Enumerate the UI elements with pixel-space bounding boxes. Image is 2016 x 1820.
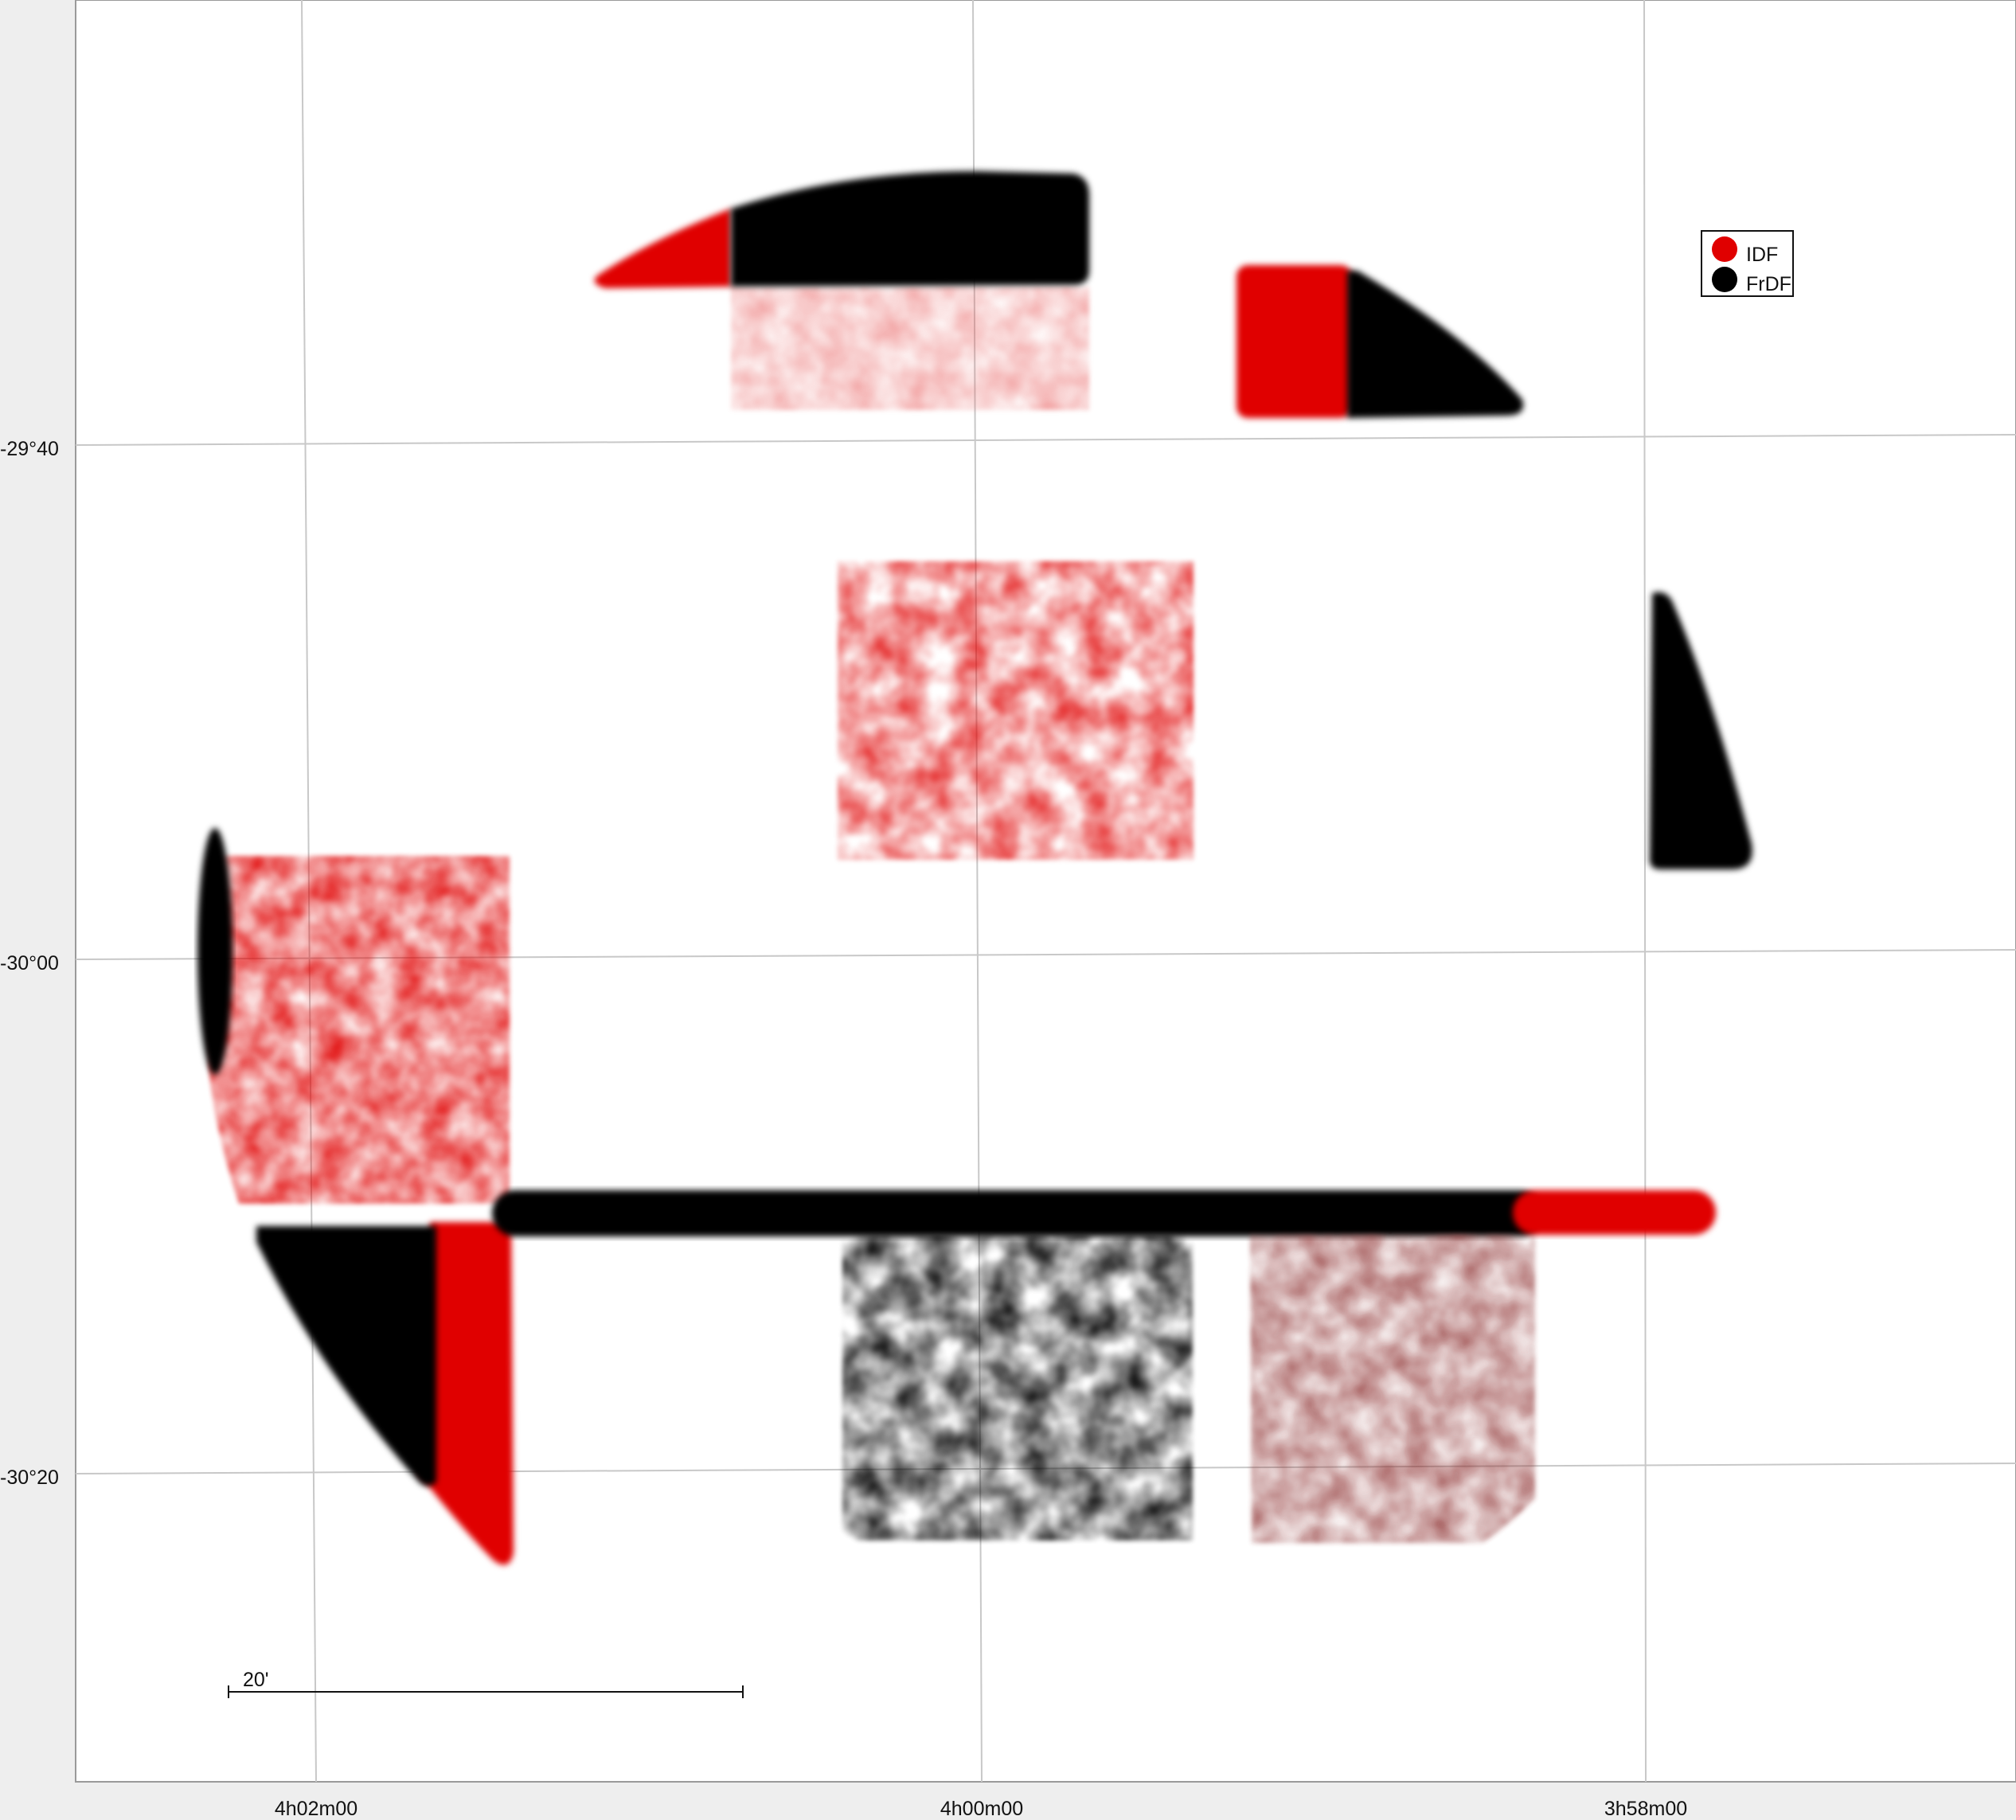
frdf-region bbox=[731, 171, 1089, 287]
idf-region bbox=[209, 856, 510, 1204]
legend-label-idf: IDF bbox=[1746, 244, 1778, 266]
legend-label-frdf: FrDF bbox=[1746, 273, 1791, 295]
ra-tick-label: 3h58m00 bbox=[1604, 1798, 1687, 1820]
frdf-region bbox=[492, 1190, 1543, 1236]
ra-tick-label: 4h00m00 bbox=[940, 1798, 1023, 1820]
frdf-legend-marker bbox=[1712, 267, 1737, 292]
scale-bar-label: 20' bbox=[243, 1669, 269, 1691]
legend: IDF FrDF bbox=[1701, 230, 1794, 297]
idf-region bbox=[838, 561, 1194, 860]
ra-tick-label: 4h02m00 bbox=[275, 1798, 357, 1820]
idf-legend-marker bbox=[1712, 236, 1737, 262]
dec-tick-label: -30°00 bbox=[0, 952, 59, 974]
coverage-regions bbox=[197, 171, 1752, 1565]
frdf-region bbox=[1347, 271, 1524, 418]
frdf-region bbox=[1649, 592, 1752, 869]
idf-region bbox=[1513, 1190, 1716, 1235]
ra-grid-line bbox=[1643, 0, 1647, 1783]
scale-bar bbox=[228, 1685, 744, 1698]
dec-tick-label: -29°40 bbox=[0, 438, 59, 460]
frdf-region bbox=[256, 1226, 436, 1486]
idf-region bbox=[1237, 265, 1352, 418]
dec-grid-line bbox=[75, 434, 2016, 446]
blend-region bbox=[1250, 1234, 1535, 1543]
idf-faint-region bbox=[731, 287, 1089, 410]
idf-region bbox=[418, 1222, 514, 1565]
frdf-region bbox=[842, 1234, 1193, 1541]
frdf-region bbox=[197, 828, 232, 1075]
dec-tick-label: -30°20 bbox=[0, 1467, 59, 1489]
idf-region bbox=[594, 209, 731, 288]
